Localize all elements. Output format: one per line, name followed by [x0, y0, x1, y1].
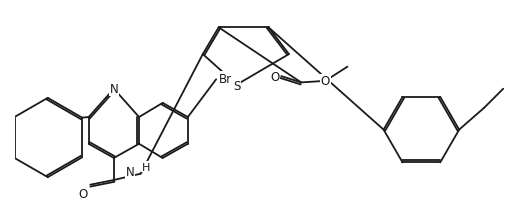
Text: H: H — [142, 162, 150, 172]
Text: N: N — [126, 165, 135, 178]
Text: O: O — [78, 187, 88, 200]
Text: S: S — [233, 80, 240, 93]
Text: N: N — [109, 83, 118, 96]
Text: O: O — [270, 70, 279, 83]
Text: Br: Br — [219, 72, 232, 85]
Text: O: O — [320, 75, 330, 88]
